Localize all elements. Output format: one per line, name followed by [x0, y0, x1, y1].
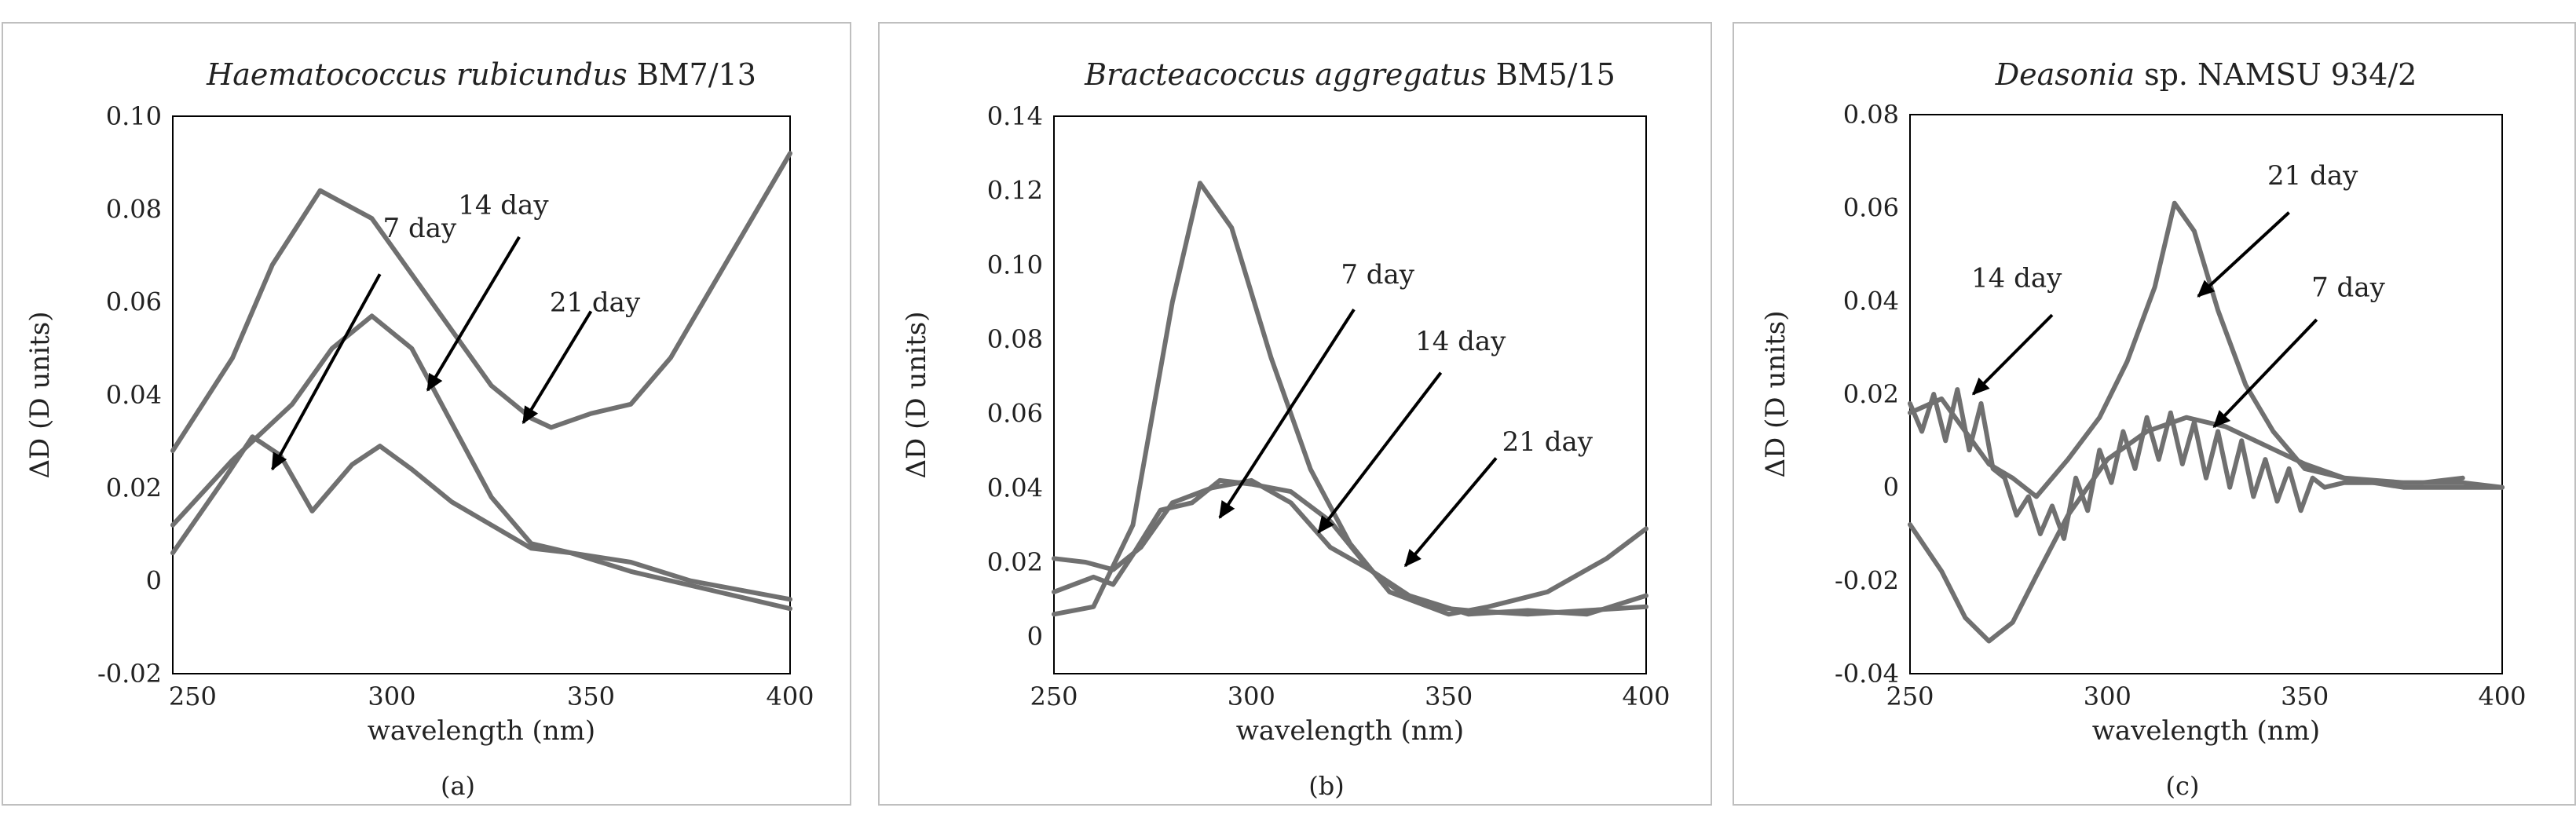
panel-label-c: (c)	[2166, 771, 2200, 801]
y-tick-label: 0.12	[987, 176, 1043, 206]
x-axis-title: wavelength (nm)	[1236, 715, 1464, 747]
chart-c: Deasonia sp. NAMSU 934/2 250 300 350 400 -0.0…	[1760, 57, 2527, 801]
annotation-label: 7 day	[1341, 259, 1414, 291]
annotation-label: 7 day	[2311, 272, 2385, 303]
chart-title-rest: BM7/13	[628, 57, 756, 92]
x-tick-label: 400	[2478, 682, 2526, 711]
plot-area-a	[172, 115, 791, 674]
x-tick-label: 350	[567, 682, 615, 711]
y-axis-title: ΔD (D units)	[901, 312, 932, 479]
x-tick-label: 400	[1622, 682, 1670, 711]
chart-title-italic: Haematococcus rubicundus	[206, 57, 628, 92]
panel-label-b: (b)	[1308, 771, 1344, 801]
chart-a: Haematococcus rubicundus BM7/13 250 300 350…	[24, 57, 814, 801]
x-tick-label: 300	[1228, 682, 1275, 711]
x-tick-label: 400	[766, 682, 814, 711]
y-tick-label: 0.04	[106, 380, 162, 410]
chart-title-c: Deasonia sp. NAMSU 934/2	[1995, 57, 2417, 92]
y-axis-title: ΔD (D units)	[24, 312, 56, 479]
x-tick-label: 300	[368, 682, 415, 711]
annotation-label: 7 day	[383, 213, 457, 244]
annotation-arrow	[521, 310, 593, 425]
panel-c-frame	[1733, 22, 2576, 806]
y-tick-label: 0.14	[987, 101, 1043, 131]
chart-title-italic: Bracteacoccus aggregatus	[1084, 57, 1486, 92]
chart-b: Bracteacoccus aggregatus BM5/15 250 300 350…	[901, 57, 1670, 801]
y-tick-label: 0.04	[987, 473, 1043, 503]
annotation-label: 21 day	[1502, 426, 1594, 458]
chart-title-b: Bracteacoccus aggregatus BM5/15	[1084, 57, 1615, 92]
plot-area-c	[1909, 114, 2503, 674]
plot-area-b	[1053, 115, 1647, 674]
annotation-arrow	[426, 236, 521, 392]
panel-a-frame	[2, 22, 851, 806]
annotation-arrow	[1972, 313, 2054, 396]
y-tick-label: 0.04	[1843, 286, 1899, 316]
x-tick-label: 250	[169, 682, 217, 711]
annotation-arrow	[1317, 371, 1443, 534]
y-tick-label: -0.02	[97, 659, 162, 689]
annotation-arrow	[2212, 318, 2318, 428]
x-tick-label: 250	[1886, 682, 1934, 711]
annotation-label: 21 day	[550, 287, 641, 319]
chart-title-rest: sp. NAMSU 934/2	[2135, 57, 2417, 92]
y-tick-label: 0	[1883, 473, 1899, 503]
annotation-label: 14 day	[458, 189, 549, 221]
y-axis-title: ΔD (D units)	[1760, 311, 1791, 478]
x-tick-label: 250	[1030, 682, 1078, 711]
series-line-2	[1052, 477, 1648, 617]
series-line-1	[1052, 181, 1648, 617]
y-tick-label: 0.02	[1843, 379, 1899, 409]
annotation-arrow	[1218, 309, 1356, 519]
chart-title-a: Haematococcus rubicundus BM7/13	[206, 57, 756, 92]
y-tick-label: 0.10	[106, 101, 162, 131]
y-tick-label: 0.08	[987, 324, 1043, 354]
annotation-label: 21 day	[2267, 160, 2358, 192]
x-tick-label: 300	[2084, 682, 2131, 711]
y-tick-label: -0.04	[1835, 659, 1899, 689]
series-line-3	[170, 434, 792, 612]
series-line-1	[170, 151, 792, 453]
series-line-2	[1908, 387, 2465, 541]
panel-b-frame	[878, 22, 1712, 806]
series-line-3	[1052, 477, 1648, 617]
y-tick-label: -0.02	[1835, 565, 1899, 595]
y-tick-label: 0.10	[987, 250, 1043, 280]
annotation-label: 14 day	[1971, 263, 2062, 294]
y-tick-label: 0	[1027, 622, 1043, 652]
panel-label-a: (a)	[441, 771, 475, 801]
y-tick-label: 0.02	[987, 547, 1043, 577]
y-tick-label: 0.06	[987, 399, 1043, 429]
chart-title-rest: BM5/15	[1487, 57, 1615, 92]
series-line-2	[170, 313, 792, 602]
annotation-arrow	[271, 273, 382, 471]
x-axis-title: wavelength (nm)	[2092, 715, 2320, 747]
y-tick-label: 0	[146, 566, 162, 596]
annotation-arrow	[1403, 457, 1498, 568]
y-tick-label: 0.02	[106, 473, 162, 503]
x-tick-label: 350	[1425, 682, 1473, 711]
x-tick-label: 350	[2281, 682, 2329, 711]
chart-title-italic: Deasonia	[1995, 57, 2135, 92]
series-line-3	[1908, 415, 2505, 644]
y-tick-label: 0.08	[1843, 100, 1899, 130]
y-tick-label: 0.06	[106, 287, 162, 317]
annotation-label: 14 day	[1415, 326, 1506, 357]
annotation-arrow	[2197, 211, 2290, 298]
x-axis-title: wavelength (nm)	[368, 715, 595, 747]
y-tick-label: 0.06	[1843, 193, 1899, 223]
series-line-1	[1908, 200, 2505, 499]
y-tick-label: 0.08	[106, 194, 162, 224]
